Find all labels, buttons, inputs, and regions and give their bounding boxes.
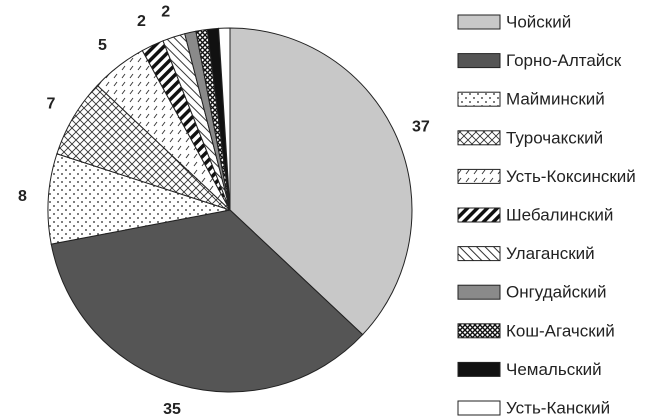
legend-label: Чемальский (506, 360, 602, 379)
value-label: 35 (163, 401, 181, 418)
value-label: 8 (18, 188, 27, 205)
legend-swatch (457, 207, 501, 223)
value-label: 5 (98, 37, 107, 54)
legend-label: Усть-Канский (506, 398, 610, 417)
legend-label: Улаганский (506, 244, 595, 263)
legend-swatch (457, 323, 501, 339)
legend-swatch (457, 53, 501, 69)
legend-label: Усть-Коксинский (506, 167, 636, 186)
legend-swatch (457, 400, 501, 416)
pie-slice (218, 27, 231, 211)
legend-swatch (457, 168, 501, 184)
value-label: 7 (47, 95, 56, 112)
legend-label: Кош-Агачский (506, 321, 615, 340)
legend-swatch (457, 361, 501, 377)
value-label: 37 (412, 119, 430, 136)
legend-swatch (457, 284, 501, 300)
value-label: 2 (161, 3, 170, 20)
legend-label: Чойский (506, 12, 571, 31)
legend-swatch (457, 130, 501, 146)
pie-slice (229, 27, 413, 336)
pie-slice (50, 209, 364, 393)
legend-label: Онгудайский (506, 283, 607, 302)
legend-label: Шебалинский (506, 205, 613, 224)
legend-label: Горно-Алтайск (506, 51, 622, 70)
legend-swatch (457, 91, 501, 107)
legend-label: Турочакский (506, 128, 603, 147)
value-label: 2 (137, 13, 146, 30)
legend-swatch (457, 14, 501, 30)
legend-swatch (457, 246, 501, 262)
pie-slice (47, 153, 231, 245)
legend-label: Майминский (506, 90, 605, 109)
